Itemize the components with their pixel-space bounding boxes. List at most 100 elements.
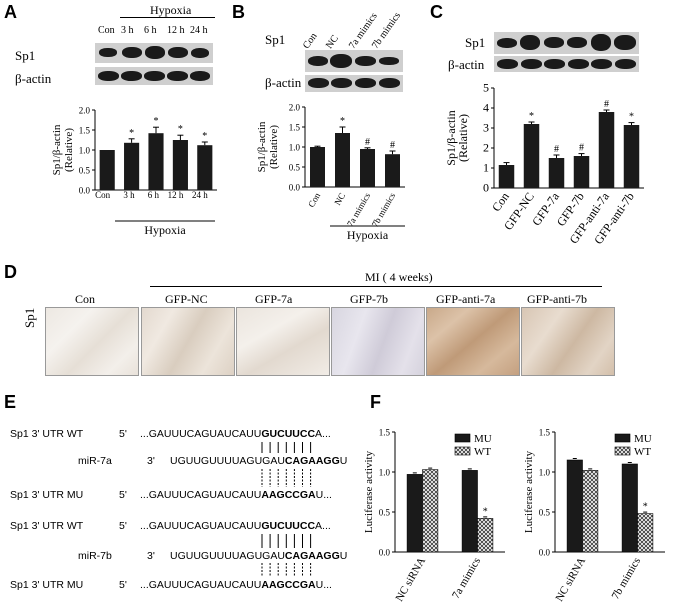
a-lane-0: Con [98, 25, 115, 36]
e-row-seq-plain-1: UGUUGUUUUAGUGAU [170, 455, 285, 467]
a-sp1-row-label: Sp1 [15, 48, 36, 63]
e-row-seq-4: UGUUGUUUUAGUGAUCAGAAGGU [170, 550, 347, 562]
b-sp1-blot [305, 50, 403, 72]
C-sig-4: # [604, 99, 609, 110]
B-ytick-label-4: 2.0 [289, 103, 301, 113]
a-hypoxia-line [120, 17, 215, 18]
B-ytick-label-0: 0.0 [289, 183, 301, 193]
d-image-gfp-nc [141, 307, 235, 376]
F2-ytick-label-1: 0.5 [539, 508, 551, 518]
C-sig-3: # [579, 143, 584, 154]
F2-ytick-label-3: 1.5 [539, 428, 551, 438]
d-group-line [150, 286, 602, 287]
B-sig-2: # [365, 137, 370, 148]
A-cat-0: Con [95, 190, 111, 200]
A-cat-4: 24 h [192, 190, 208, 200]
e-row-seq-tail-1: U [339, 455, 348, 467]
C-sig-1: * [529, 111, 534, 122]
panel-label-b: B [232, 2, 245, 22]
F2-ytick-label-0: 0.0 [539, 548, 551, 558]
C-bar-3 [573, 156, 590, 188]
e-row-seq-tail-2: U... [315, 489, 332, 501]
a-lane-2: 6 h [144, 25, 157, 36]
d-col-0: Con [75, 292, 96, 306]
d-image-gfp-7b [331, 307, 425, 376]
C-bar-2 [548, 158, 565, 188]
B-ytick-label-1: 0.5 [289, 163, 301, 173]
e-row-seq-seed-0: GUCUUCC [261, 428, 316, 440]
B-ytick-label-3: 1.5 [289, 123, 301, 133]
A-ytick-label-4: 2.0 [79, 106, 91, 116]
d-col-2: GFP-7a [255, 292, 293, 306]
c-sp1-blot [494, 32, 639, 54]
a-hypoxia-header: Hypoxia [150, 3, 192, 17]
F2-bar-7b-mimics-MU [621, 463, 638, 553]
c-sp1-row-label: Sp1 [465, 35, 486, 50]
e-row-seq-seed-2: AAGCCGA [261, 489, 316, 501]
e-row-seq-seed-3: GUCUUCC [261, 520, 316, 532]
e-row-seq-tail-5: U... [315, 579, 332, 591]
F2-bar-7b-mimics-WT [637, 513, 654, 553]
a-lane-4: 24 h [190, 25, 208, 36]
B-ylabel: Sp1/β-actin(Relative) [256, 121, 280, 172]
A-ylabel: Sp1/β-actin(Relative) [51, 124, 75, 175]
A-ytick-label-2: 1.0 [79, 146, 91, 156]
a-sp1-blot [95, 43, 213, 63]
e-row-seq-plain-2: ...GAUUUCAGUAUCAUU [140, 489, 262, 501]
F2-ylabel: Luciferase activity [523, 450, 535, 533]
e-row-seq-seed-1: CAGAAGG [284, 455, 340, 467]
e-row-name-4: miR-7b [78, 550, 112, 562]
e-row-seq-seed-5: AAGCCGA [261, 579, 316, 591]
e-row-seq-plain-0: ...GAUUUCAGUAUCAUU [140, 428, 262, 440]
C-bar-1 [523, 124, 540, 188]
e-row-dir-4: 3' [147, 550, 155, 562]
F1-legend-label-MU: MU [474, 433, 492, 445]
C-ytick-label-4: 4 [483, 101, 489, 115]
C-ytick-label-5: 5 [483, 81, 489, 95]
d-image-gfp-anti-7a [426, 307, 520, 376]
d-col-5: GFP-anti-7b [527, 292, 587, 306]
e-row-dir-5: 5' [119, 579, 127, 591]
C-ytick-label-3: 3 [483, 121, 489, 135]
F1-ytick-label-2: 1.0 [379, 468, 391, 478]
a-lane-3: 12 h [167, 25, 185, 36]
e-row-seq-1: UGUUGUUUUAGUGAUCAGAAGGU [170, 455, 347, 467]
F1-ylabel: Luciferase activity [363, 450, 375, 533]
A-cat-1: 3 h [123, 190, 135, 200]
F2-legend-label-WT: WT [634, 446, 651, 458]
a-lane-1: 3 h [121, 25, 134, 36]
C-sig-5: * [629, 112, 634, 123]
b-sp1-row-label: Sp1 [265, 32, 286, 47]
panel-label-d: D [4, 262, 17, 282]
d-col-3: GFP-7b [350, 292, 389, 306]
e-row-dir-3: 5' [119, 520, 127, 532]
e-row-seq-3: ...GAUUUCAGUAUCAUUGUCUUCCA... [140, 520, 331, 532]
e-row-seq-0: ...GAUUUCAGUAUCAUUGUCUUCCA... [140, 428, 331, 440]
e-row-seq-plain-5: ...GAUUUCAGUAUCAUU [140, 579, 262, 591]
e-row-seq-tail-4: U [339, 550, 348, 562]
e-row-dir-2: 5' [119, 489, 127, 501]
d-col-4: GFP-anti-7a [436, 292, 496, 306]
F1-legend-label-WT: WT [474, 446, 491, 458]
e-row-dir-0: 5' [119, 428, 127, 440]
panel-label-a: A [4, 2, 17, 22]
A-group-label: Hypoxia [144, 223, 186, 237]
C-ytick-label-1: 1 [483, 161, 489, 175]
F1-legend-swatch-WT [454, 446, 471, 456]
c-actin-blot [494, 56, 639, 72]
F1-ytick-label-1: 0.5 [379, 508, 391, 518]
A-bar-1 [124, 142, 140, 190]
F1-ytick-label-0: 0.0 [379, 548, 391, 558]
B-bar-2 [360, 149, 375, 187]
F1-ytick-label-3: 1.5 [379, 428, 391, 438]
b-actin-row-label: β-actin [265, 75, 302, 90]
F1-bar-7a-mimics-MU [461, 470, 478, 553]
a-actin-row-label: β-actin [15, 71, 52, 86]
panel-label-c: C [430, 2, 443, 22]
a-actin-blot [95, 67, 213, 85]
C-bar-4 [598, 112, 615, 188]
F1-bar-7a-mimics-WT [477, 518, 494, 553]
